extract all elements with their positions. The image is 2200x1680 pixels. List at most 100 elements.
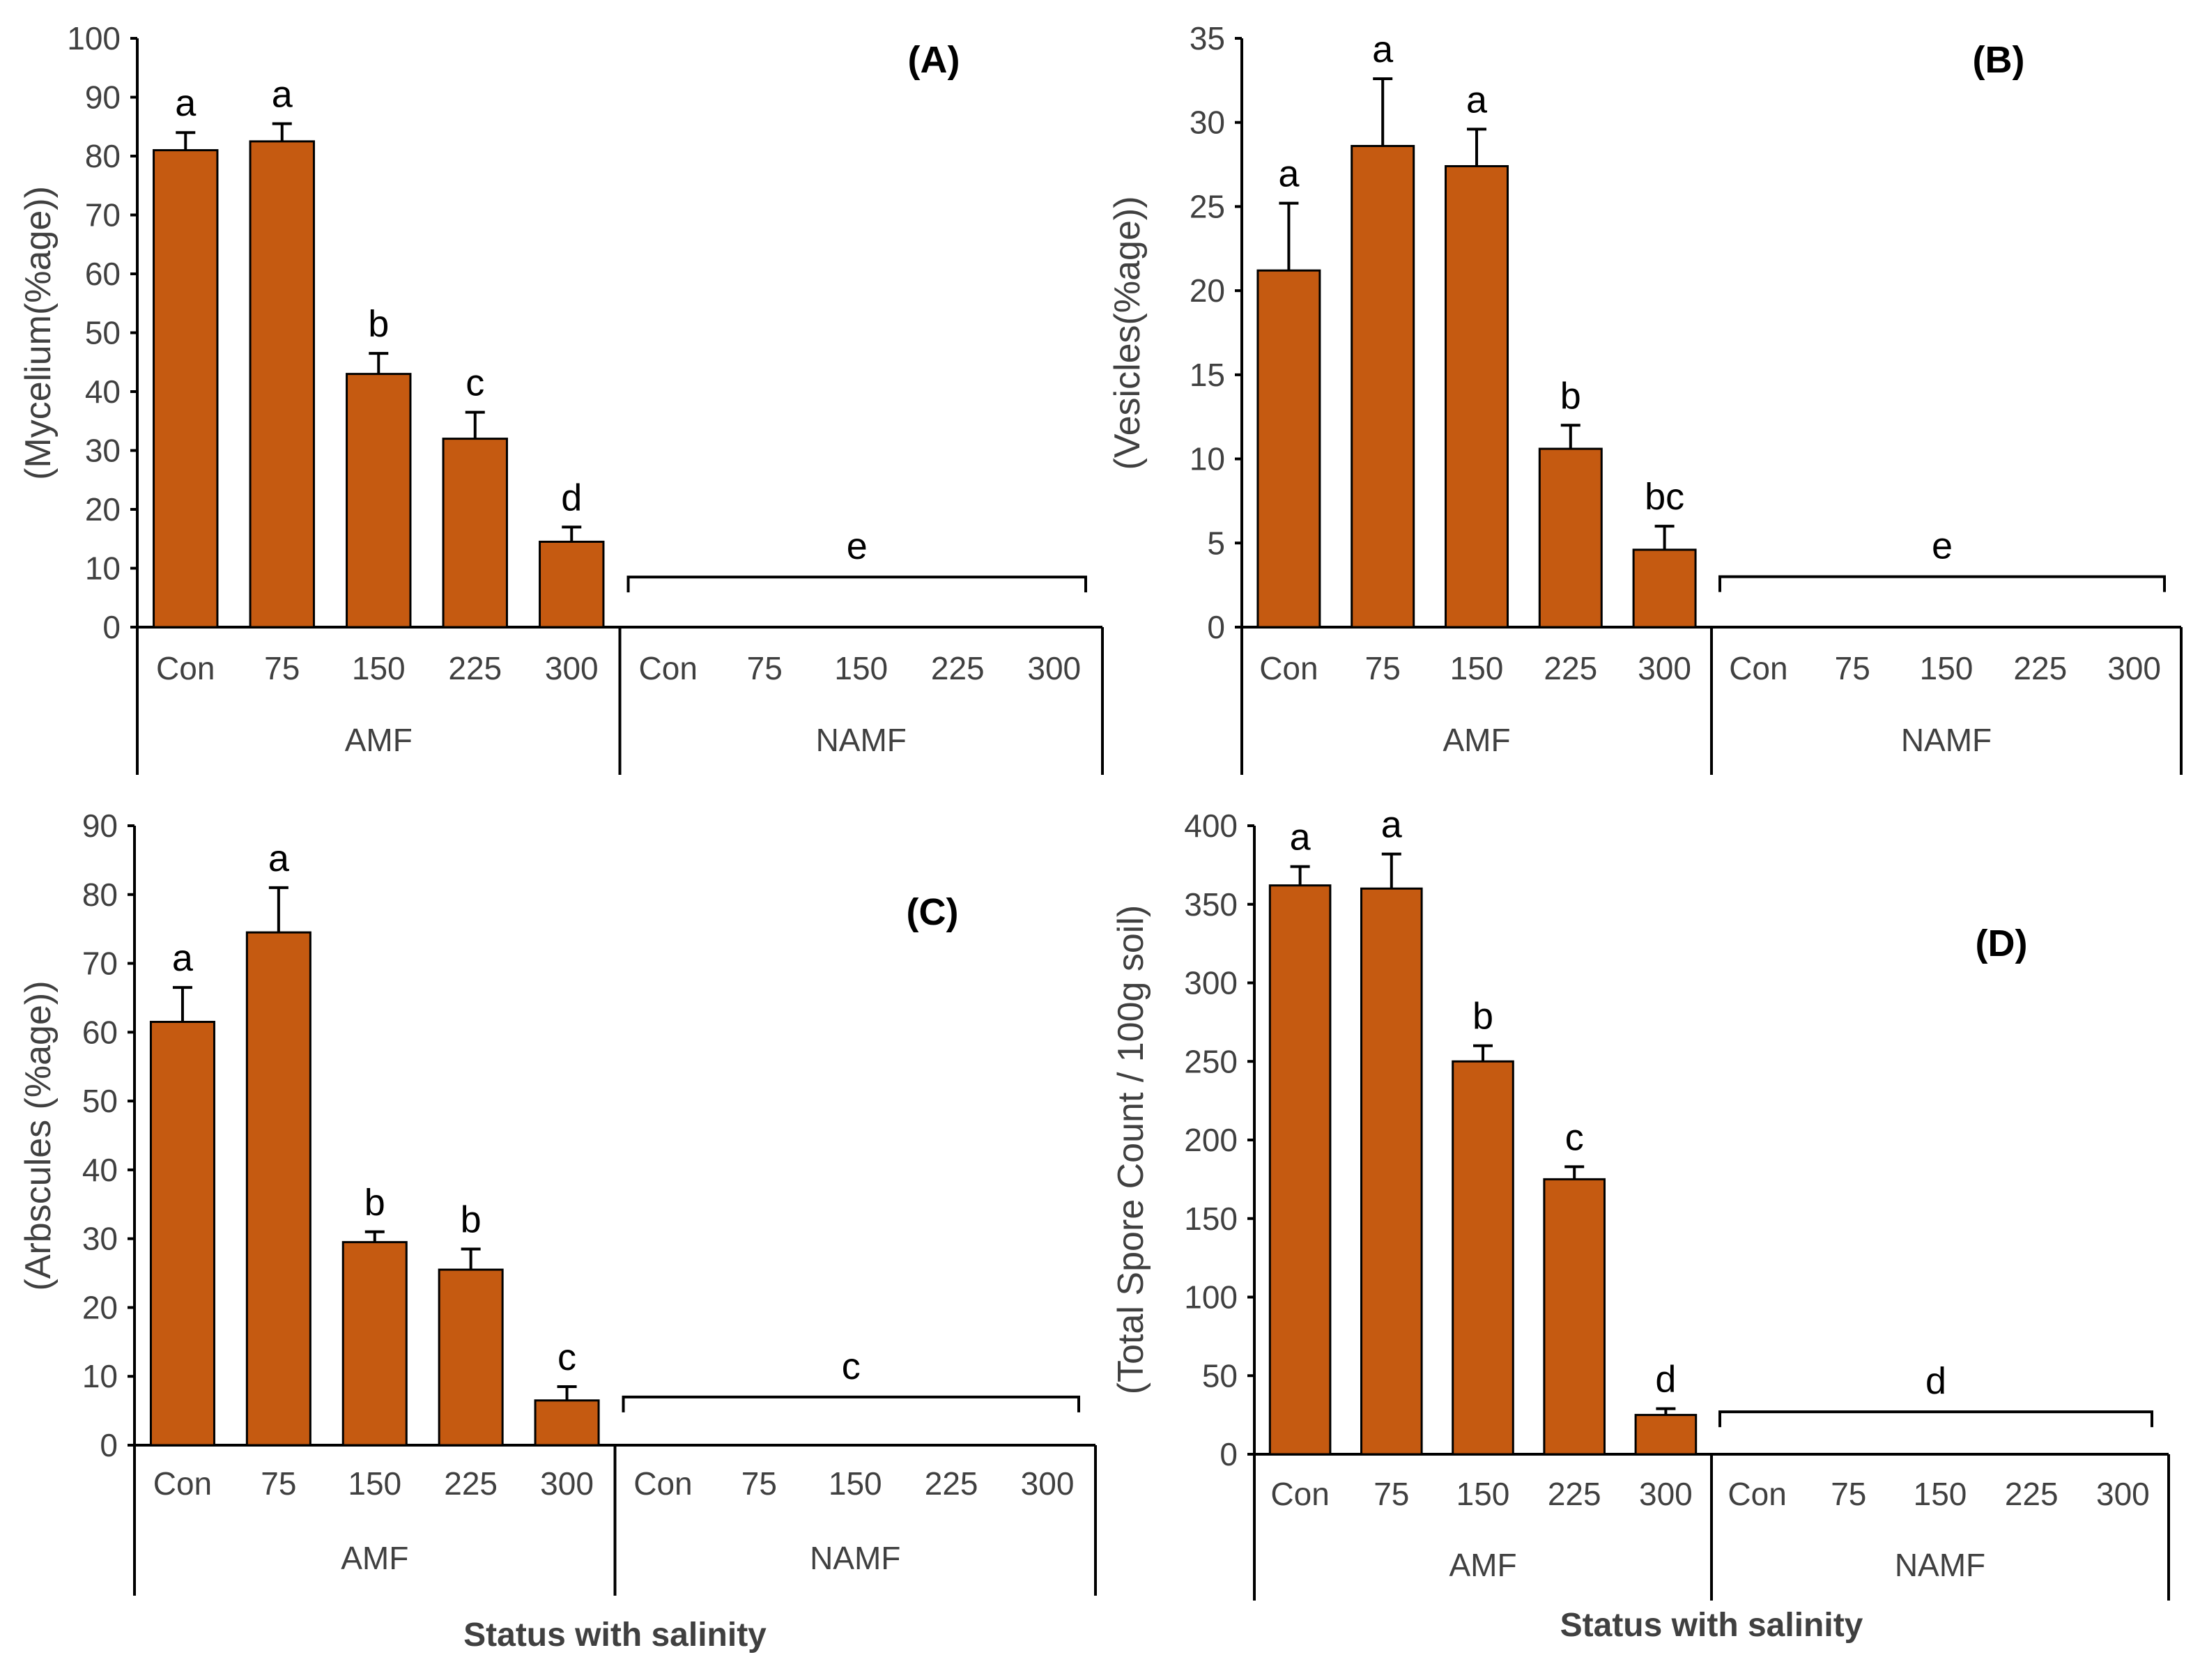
- y-tick-label: 50: [82, 1083, 118, 1119]
- y-tick-label: 40: [85, 373, 121, 410]
- bar: [1634, 1414, 1698, 1456]
- bar: [1351, 145, 1415, 629]
- y-tick-label: 30: [82, 1221, 118, 1257]
- chart-panel-d: 0 50 100 150 200 250 300 350 400 AMF Con a 75 a 150 b 22…: [1111, 804, 2170, 1644]
- x-tick-label: 150: [834, 650, 888, 686]
- significance-letter: a: [1290, 817, 1311, 858]
- bar: [1360, 887, 1423, 1456]
- bracket: [622, 1395, 1080, 1412]
- y-tick-label: 30: [85, 433, 121, 469]
- bar: [149, 1021, 215, 1447]
- significance-letter: d: [1655, 1359, 1676, 1401]
- bar: [1256, 269, 1321, 629]
- y-tick-label: 0: [102, 609, 121, 645]
- bar: [1452, 1060, 1514, 1456]
- group-label: AMF: [345, 722, 413, 758]
- bar: [534, 1399, 600, 1447]
- x-tick-label: 150: [352, 650, 406, 686]
- y-tick-label: 5: [1207, 525, 1225, 561]
- x-tick-label: 225: [448, 650, 502, 686]
- x-tick-label: 150: [1920, 650, 1974, 686]
- y-tick-label: 90: [85, 79, 121, 116]
- significance-letter: a: [1466, 79, 1488, 121]
- x-tick-label: Con: [1270, 1476, 1329, 1512]
- significance-letter: b: [1472, 996, 1493, 1038]
- x-axis-title: Status with salinity: [463, 1617, 767, 1654]
- x-tick-label: 150: [829, 1465, 882, 1502]
- y-tick-label: 20: [85, 491, 121, 527]
- x-tick-label: 225: [925, 1465, 978, 1502]
- x-tick-label: Con: [633, 1465, 692, 1502]
- x-tick-label: 300: [1639, 1476, 1693, 1512]
- y-tick-label: 300: [1184, 965, 1238, 1001]
- significance-letter: bc: [1645, 476, 1684, 518]
- bar: [442, 438, 508, 629]
- y-tick-label: 80: [85, 138, 121, 174]
- significance-letter: b: [368, 303, 389, 345]
- bar: [1445, 164, 1509, 629]
- y-axis-title: (Vesicles(%age)): [1107, 196, 1148, 470]
- x-tick-label: 300: [540, 1465, 594, 1502]
- group-label: NAMF: [1895, 1547, 1985, 1583]
- y-tick-label: 0: [1207, 609, 1225, 645]
- y-tick-label: 15: [1190, 357, 1225, 393]
- significance-letter: a: [172, 937, 194, 979]
- bar: [1268, 884, 1332, 1456]
- x-tick-label: 75: [1835, 650, 1870, 686]
- y-tick-label: 100: [67, 20, 121, 56]
- group-label: AMF: [1443, 722, 1510, 758]
- x-tick-label: 225: [1544, 650, 1597, 686]
- chart-panel-c: 0 10 20 30 40 50 60 70 80 90 AMF Con a 75 a 150 b 225 b 300…: [18, 808, 1097, 1654]
- panel-label: (D): [1976, 923, 2028, 964]
- significance-letter: a: [1278, 153, 1300, 195]
- significance-letter: b: [461, 1199, 482, 1240]
- bracket: [1718, 575, 2166, 592]
- y-tick-label: 25: [1190, 188, 1225, 224]
- group-label: NAMF: [1901, 722, 1992, 758]
- y-tick-label: 100: [1184, 1279, 1238, 1316]
- chart-panel-b: 0 5 10 15 20 25 30 35 AMF Con a 75 a 150 a 225 b 300 bc NAM…: [1107, 20, 2183, 775]
- group-label: AMF: [1449, 1547, 1516, 1583]
- panel-label: (B): [1973, 39, 2025, 81]
- y-tick-label: 0: [100, 1427, 118, 1463]
- significance-letter: c: [557, 1336, 576, 1378]
- significance-letter: c: [842, 1346, 861, 1387]
- bar: [539, 540, 605, 629]
- y-tick-label: 350: [1184, 886, 1238, 923]
- bar: [249, 140, 315, 629]
- significance-letter: a: [1372, 29, 1394, 70]
- y-tick-label: 250: [1184, 1043, 1238, 1079]
- y-axis-title: (Total Spore Count / 100g soil): [1111, 905, 1151, 1394]
- bar: [1538, 447, 1603, 629]
- significance-letter: a: [272, 74, 293, 116]
- bar: [153, 149, 219, 629]
- chart-panel-a: 0 10 20 30 40 50 60 70 80 90 100 AMF Con a 75 a 150 b 225 c…: [18, 20, 1104, 775]
- significance-letter: a: [175, 82, 197, 124]
- significance-letter: c: [1565, 1116, 1584, 1158]
- x-tick-label: Con: [156, 650, 215, 686]
- x-tick-label: 300: [2107, 650, 2161, 686]
- x-tick-label: 75: [1831, 1476, 1866, 1512]
- bracket: [626, 576, 1087, 593]
- panel-label: (A): [908, 39, 960, 81]
- x-tick-label: 150: [1450, 650, 1504, 686]
- y-axis-title: (Arbscules (%age)): [18, 980, 59, 1290]
- significance-letter: a: [1381, 804, 1403, 846]
- y-tick-label: 0: [1220, 1436, 1238, 1472]
- x-tick-label: 300: [545, 650, 599, 686]
- y-tick-label: 35: [1190, 20, 1225, 56]
- x-tick-label: Con: [153, 1465, 212, 1502]
- x-tick-label: 225: [931, 650, 985, 686]
- x-tick-label: 75: [1365, 650, 1401, 686]
- bar: [341, 1241, 408, 1447]
- x-tick-label: 300: [2096, 1476, 2150, 1512]
- y-tick-label: 200: [1184, 1122, 1238, 1158]
- x-tick-label: 225: [2005, 1476, 2059, 1512]
- x-tick-label: 75: [264, 650, 300, 686]
- x-tick-label: 150: [1456, 1476, 1510, 1512]
- y-tick-label: 10: [82, 1358, 118, 1394]
- y-tick-label: 70: [85, 197, 121, 233]
- x-tick-label: 225: [2013, 650, 2067, 686]
- x-tick-label: 300: [1027, 650, 1081, 686]
- x-tick-label: 75: [747, 650, 783, 686]
